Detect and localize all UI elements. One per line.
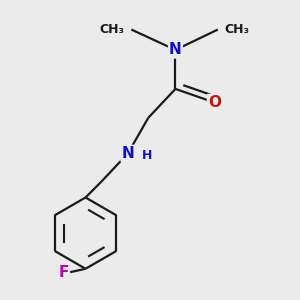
- Text: N: N: [169, 42, 182, 57]
- Text: CH₃: CH₃: [100, 23, 124, 36]
- Text: H: H: [141, 148, 152, 162]
- Text: CH₃: CH₃: [225, 23, 250, 36]
- Text: O: O: [208, 95, 221, 110]
- Text: N: N: [122, 146, 134, 161]
- Text: F: F: [58, 265, 69, 280]
